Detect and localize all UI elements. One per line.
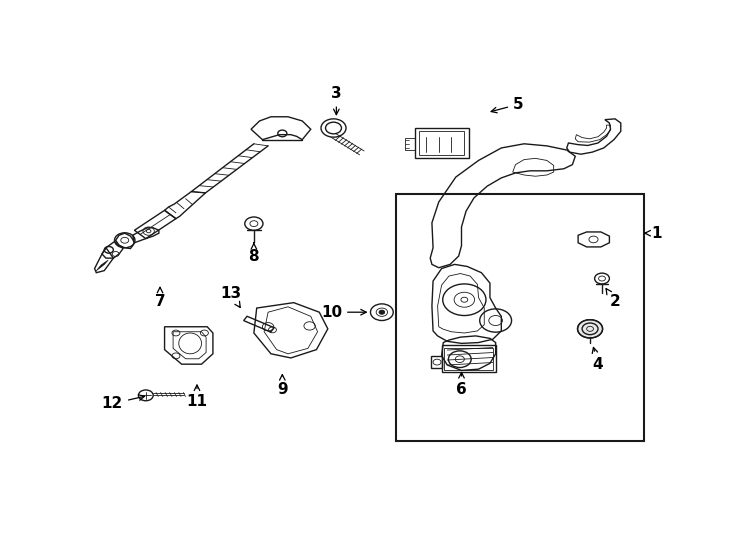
Text: 1: 1 xyxy=(645,226,662,241)
Text: 7: 7 xyxy=(155,287,165,309)
Text: 4: 4 xyxy=(592,347,603,372)
Bar xyxy=(419,131,465,155)
Text: 13: 13 xyxy=(220,286,241,307)
Text: 12: 12 xyxy=(102,395,145,411)
Bar xyxy=(445,348,493,370)
Circle shape xyxy=(379,310,385,314)
Text: 9: 9 xyxy=(277,375,288,396)
Bar xyxy=(396,194,644,441)
Text: 6: 6 xyxy=(456,373,467,396)
Text: 5: 5 xyxy=(491,97,523,113)
Text: 11: 11 xyxy=(186,385,208,409)
Bar xyxy=(432,356,442,368)
Text: 2: 2 xyxy=(606,288,620,309)
Text: 10: 10 xyxy=(321,305,366,320)
Circle shape xyxy=(578,320,603,338)
Bar xyxy=(404,138,415,150)
Bar xyxy=(415,129,469,158)
Text: 3: 3 xyxy=(331,86,341,114)
Text: 8: 8 xyxy=(249,243,259,264)
Bar xyxy=(442,346,495,373)
